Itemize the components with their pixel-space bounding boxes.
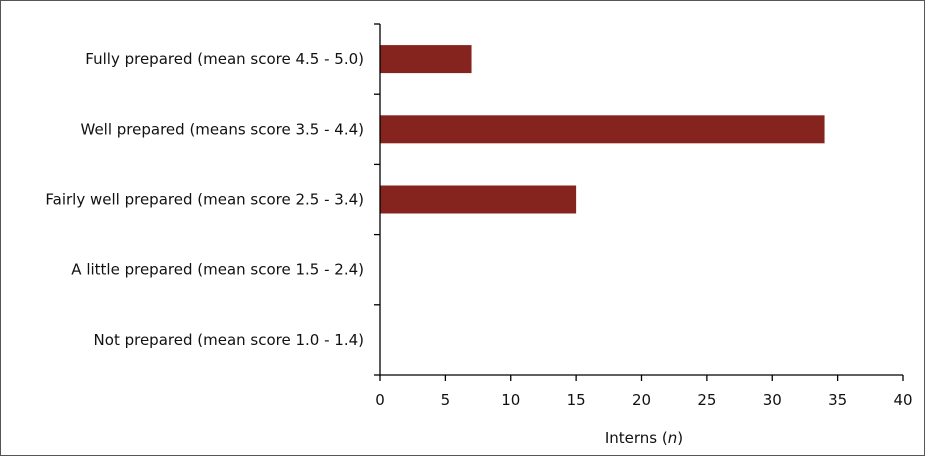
category-label: Not prepared (mean score 1.0 - 1.4) xyxy=(94,331,364,349)
bar xyxy=(380,186,576,214)
x-tick-label: 20 xyxy=(632,391,651,409)
bar xyxy=(380,115,825,143)
bar xyxy=(380,45,472,73)
x-tick-label: 10 xyxy=(501,391,520,409)
x-tick-label: 15 xyxy=(567,391,586,409)
category-label: A little prepared (mean score 1.5 - 2.4) xyxy=(71,261,364,279)
bars-group xyxy=(380,45,825,213)
x-tick-labels: 0 5 10 15 20 25 30 35 40 xyxy=(375,391,912,409)
category-label: Fairly well prepared (mean score 2.5 - 3… xyxy=(45,191,364,209)
category-label: Fully prepared (mean score 4.5 - 5.0) xyxy=(85,50,364,68)
x-tick-label: 40 xyxy=(893,391,912,409)
x-tick-label: 25 xyxy=(697,391,716,409)
x-tick-label: 5 xyxy=(441,391,451,409)
category-labels: Fully prepared (mean score 4.5 - 5.0) Wel… xyxy=(45,50,364,349)
x-axis-title: Interns (n) xyxy=(605,429,683,447)
category-label: Well prepared (means score 3.5 - 4.4) xyxy=(81,120,365,138)
x-tick-label: 0 xyxy=(375,391,385,409)
x-tick-label: 35 xyxy=(828,391,847,409)
x-tick-label: 30 xyxy=(763,391,782,409)
